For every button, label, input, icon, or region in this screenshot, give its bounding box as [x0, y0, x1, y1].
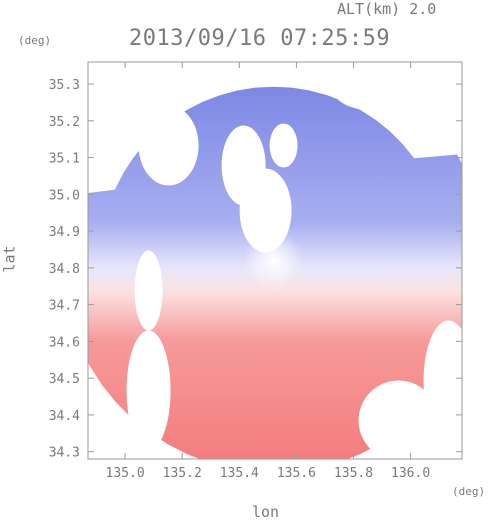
y-tick-label-7: 35.0 [49, 188, 80, 203]
x-axis-label: lon [252, 503, 280, 521]
y-tick-label-10: 35.3 [49, 78, 80, 93]
x-tick-label-2: 135.4 [220, 466, 259, 481]
y-axis-unit: (deg) [18, 34, 52, 47]
x-axis: 135.0 135.2 135.4 135.6 135.8 136.0 [106, 62, 430, 481]
y-tick-label-1: 34.4 [49, 409, 80, 424]
x-tick-label-0: 135.0 [106, 466, 145, 481]
x-tick-label-1: 135.2 [163, 466, 202, 481]
chart-title-datetime: 2013/09/16 07:25:59 [129, 26, 391, 51]
altitude-label: ALT(km) 2.0 [337, 0, 437, 18]
y-tick-label-8: 35.1 [49, 152, 80, 167]
plot-frame [87, 61, 463, 460]
x-tick-label-4: 135.8 [334, 466, 373, 481]
data-gap-3 [138, 105, 199, 186]
y-tick-label-4: 34.7 [49, 299, 80, 314]
x-axis-unit: (deg) [452, 485, 486, 498]
data-gaps [126, 70, 462, 459]
y-tick-label-3: 34.6 [49, 335, 80, 350]
data-gap-1 [221, 125, 266, 206]
data-gap-4 [134, 250, 163, 331]
x-tick-label-3: 135.6 [277, 466, 316, 481]
data-gap-6 [358, 380, 439, 459]
data-gap-7 [423, 320, 462, 441]
data-gap-5 [126, 330, 171, 451]
y-tick-label-2: 34.5 [49, 372, 80, 387]
data-gap-8 [333, 70, 414, 111]
y-axis: 34.3 34.4 34.5 34.6 34.7 34.8 34.9 35.0 35.1 35.2… [49, 78, 462, 461]
x-tick-label-5: 136.0 [391, 466, 430, 481]
y-tick-label-5: 34.8 [49, 262, 80, 277]
data-gap-2 [269, 123, 298, 168]
y-tick-label-0: 34.3 [49, 446, 80, 461]
y-tick-label-6: 34.9 [49, 225, 80, 240]
y-tick-label-9: 35.2 [49, 115, 80, 130]
